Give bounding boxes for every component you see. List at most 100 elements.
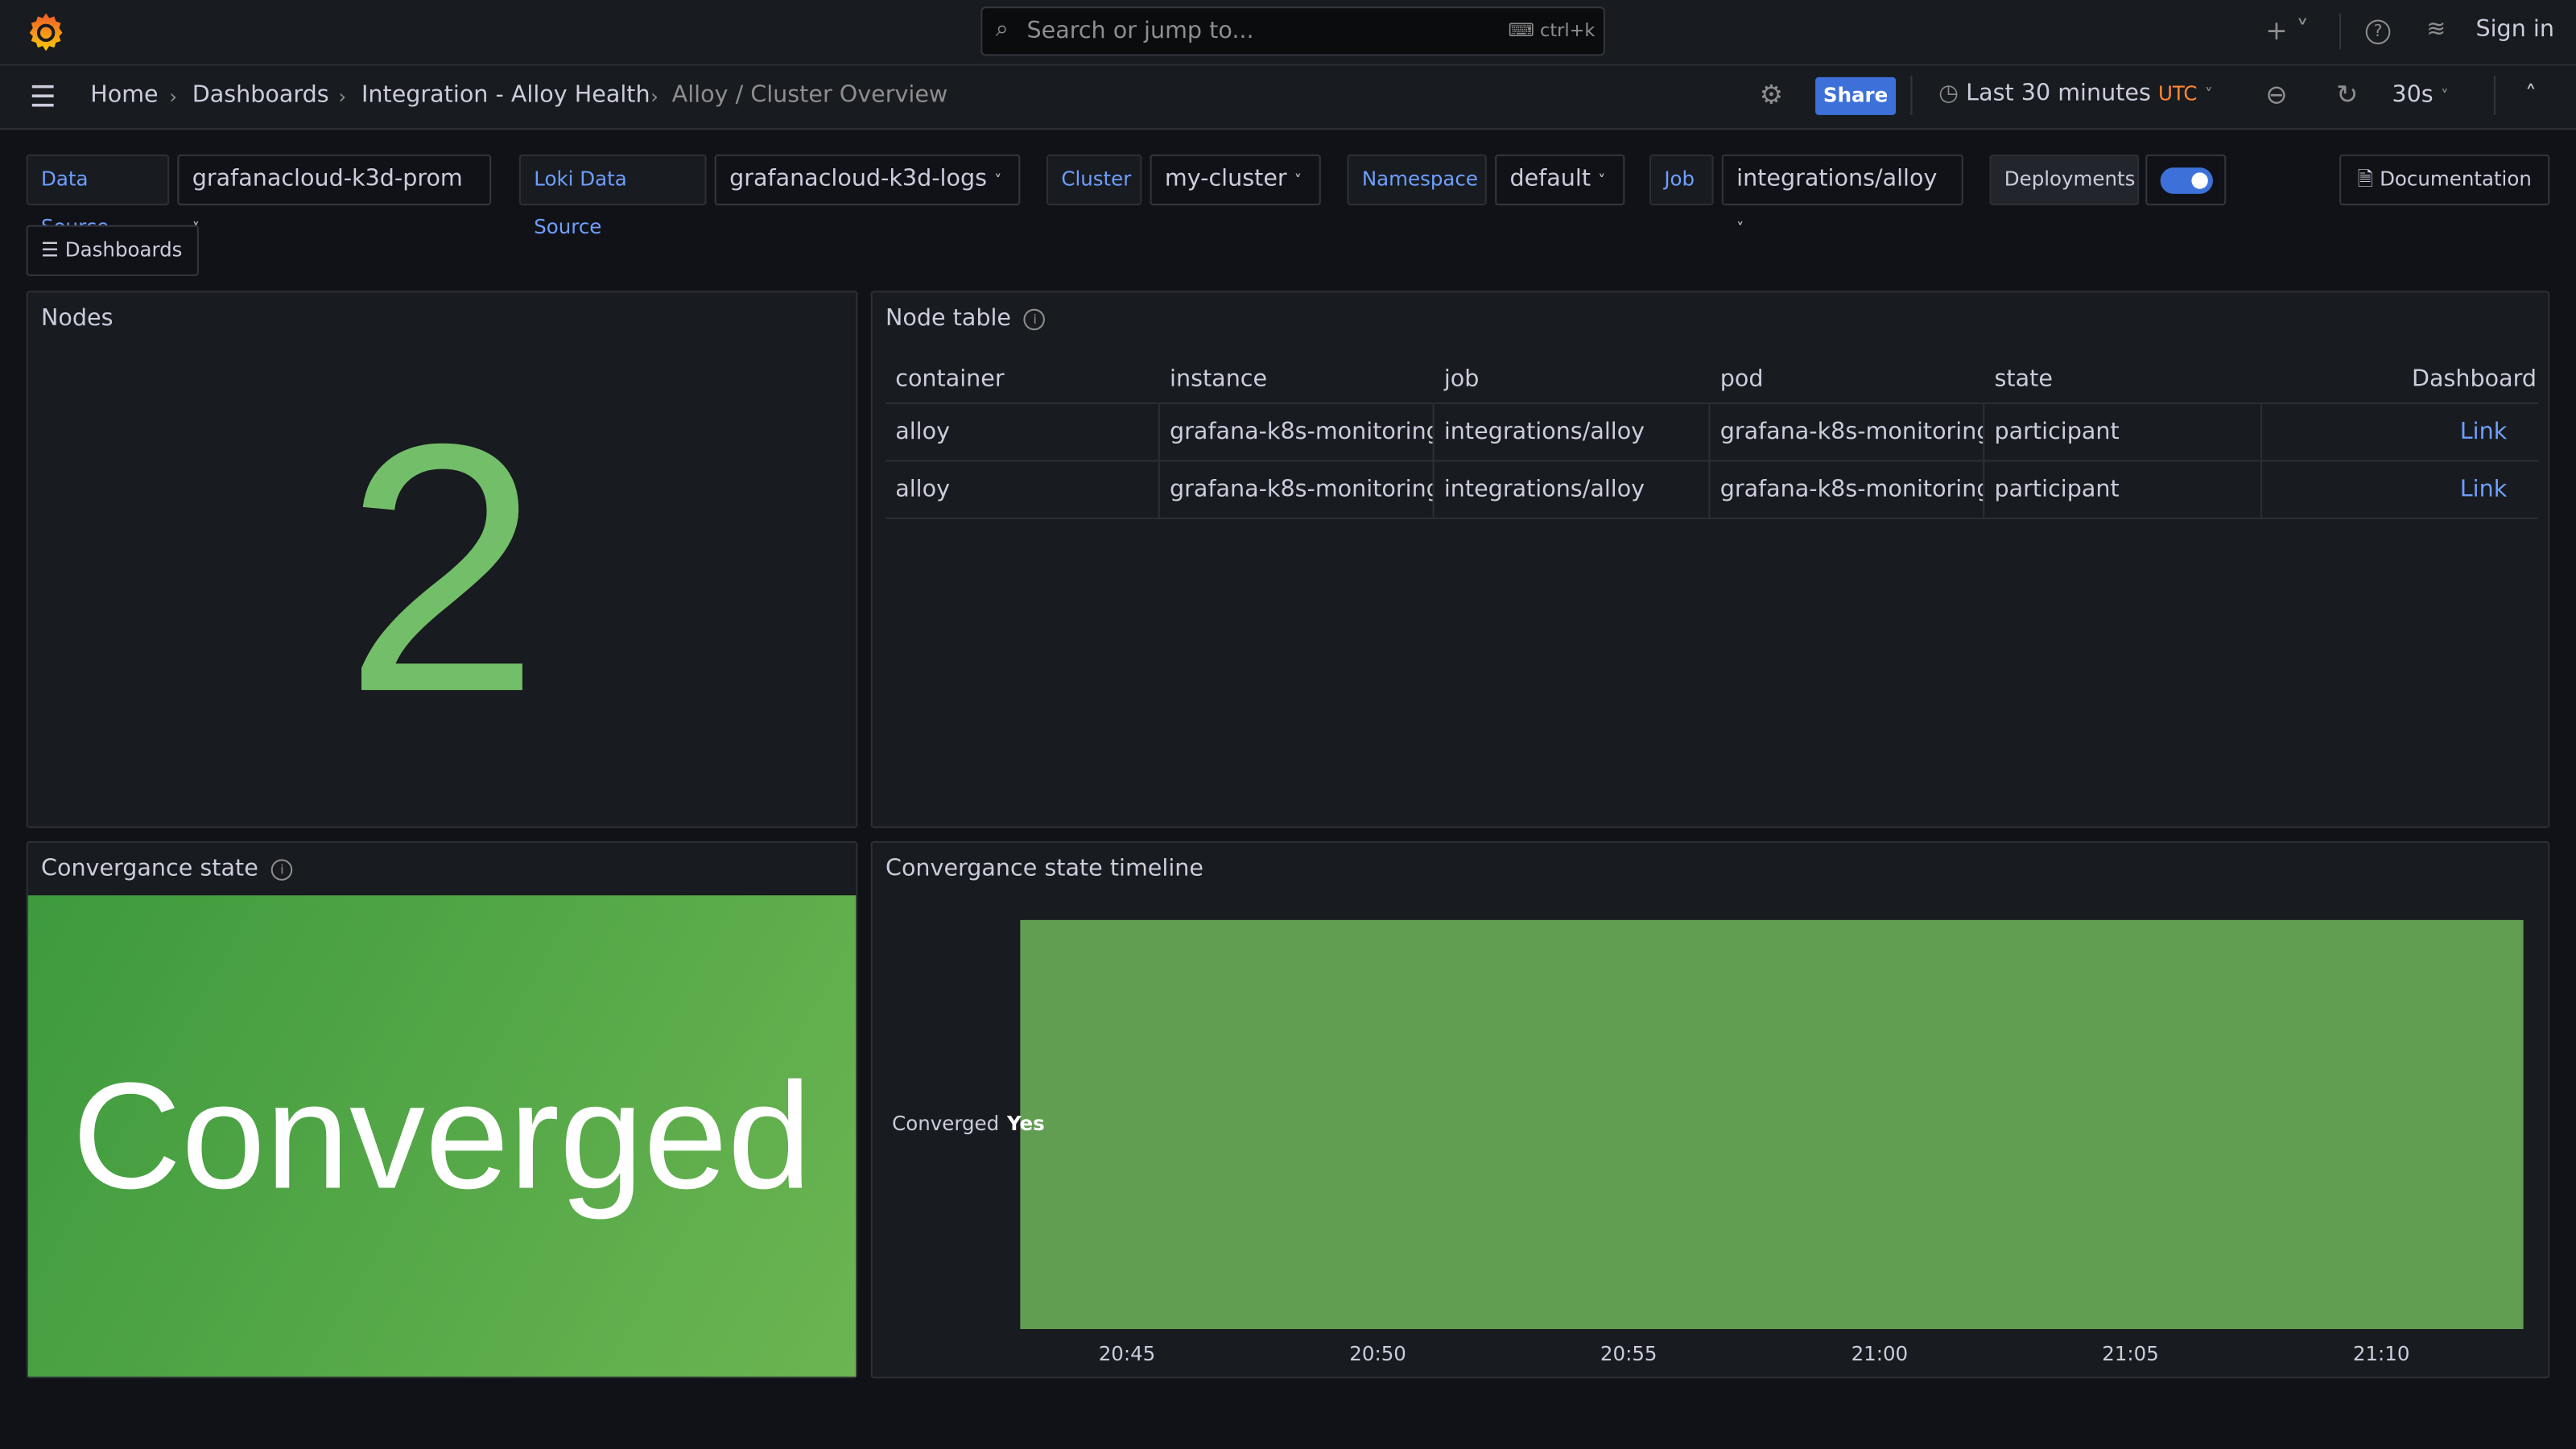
- timeline-state-bar[interactable]: Yes: [1007, 919, 2524, 1330]
- share-button[interactable]: Share: [1815, 76, 1897, 115]
- variable-label-cluster: Cluster: [1046, 154, 1142, 206]
- select-value: grafanacloud-k3d-prom: [192, 166, 463, 192]
- convergence-state-panel: Convergance state i Converged: [26, 840, 858, 1379]
- info-icon[interactable]: i: [1024, 308, 1046, 331]
- documentation-link[interactable]: 🗎 Documentation: [2339, 154, 2550, 206]
- timezone-label: UTC: [2157, 82, 2198, 105]
- breadcrumb-separator: ›: [338, 85, 347, 109]
- dashboards-link-button[interactable]: ☰ Dashboards: [26, 225, 199, 276]
- sign-in-link[interactable]: Sign in: [2475, 16, 2554, 43]
- table-cell: integrations/alloy: [1443, 419, 1645, 446]
- search-icon: ⌕: [995, 16, 1009, 43]
- panel-title: Convergance state timeline: [885, 856, 1203, 882]
- cell-divider: [1432, 404, 1435, 460]
- table-cell: grafana-k8s-monitoring-: [1170, 419, 1433, 446]
- deployments-toggle[interactable]: [2145, 154, 2227, 206]
- select-value: integrations/alloy: [1736, 166, 1938, 192]
- table-cell: participant: [1994, 476, 2120, 503]
- chevron-down-icon: ˅: [994, 174, 1002, 191]
- table-cell: grafana-k8s-monitoring-: [1170, 476, 1433, 503]
- header-divider: [885, 402, 2539, 405]
- divider: [1910, 75, 1913, 115]
- time-range-label: Last 30 minutes: [1966, 80, 2151, 107]
- x-tick-label: 20:45: [1098, 1342, 1156, 1365]
- table-row: [885, 461, 2539, 519]
- data-source-select[interactable]: grafanacloud-k3d-prom ˅: [177, 154, 492, 238]
- keyboard-shortcut: ⌨ ctrl+k: [1508, 19, 1596, 42]
- breadcrumb-home[interactable]: Home: [90, 82, 159, 109]
- clock-icon: ◷: [1938, 80, 1959, 107]
- documentation-label: Documentation: [2380, 167, 2532, 191]
- time-range-picker[interactable]: ◷ Last 30 minutes UTC ˅: [1938, 80, 2213, 107]
- convergence-timeline-panel: Convergance state timeline Converged Yes…: [870, 840, 2550, 1379]
- variable-label-loki-data-source: Loki Data Source: [518, 154, 707, 238]
- chevron-down-icon: ˅: [1294, 174, 1302, 191]
- column-header-dashboard[interactable]: Dashboard: [2411, 366, 2537, 393]
- panel-title: Convergance state i: [41, 856, 293, 882]
- breadcrumb-separator: ›: [650, 85, 658, 109]
- dashboard-link[interactable]: Link: [2459, 419, 2508, 446]
- add-menu-button[interactable]: + ˅: [2265, 14, 2310, 47]
- collapse-chevron-up-icon[interactable]: ˄: [2524, 82, 2537, 109]
- breadcrumb-separator: ›: [169, 85, 178, 109]
- loki-data-source-select[interactable]: grafanacloud-k3d-logs ˅: [714, 154, 1021, 206]
- cell-divider: [2260, 404, 2263, 460]
- refresh-icon[interactable]: ↻: [2336, 78, 2359, 110]
- column-header-pod[interactable]: pod: [1719, 366, 1764, 393]
- document-icon: 🗎: [2357, 167, 2374, 191]
- column-header-container[interactable]: container: [895, 366, 1005, 393]
- deployments-label: Deployments: [1989, 154, 2140, 206]
- panel-title: Node table i: [886, 306, 1046, 332]
- zoom-out-icon[interactable]: ⊖: [2265, 78, 2288, 110]
- x-tick-label: 20:55: [1600, 1342, 1657, 1365]
- cell-divider: [1432, 461, 1435, 518]
- panel-title: Nodes: [41, 305, 114, 332]
- settings-gear-icon[interactable]: ⚙: [1759, 78, 1783, 110]
- table-cell: participant: [1994, 419, 2120, 446]
- cluster-select[interactable]: my-cluster ˅: [1150, 154, 1321, 206]
- rss-news-icon[interactable]: ≋: [2426, 16, 2446, 43]
- refresh-interval-picker[interactable]: 30s ˅: [2392, 82, 2449, 109]
- nav-bar: [0, 65, 2576, 130]
- column-header-instance[interactable]: instance: [1170, 366, 1268, 393]
- info-icon[interactable]: i: [271, 859, 293, 881]
- column-header-job[interactable]: job: [1443, 366, 1480, 393]
- variable-label-data-source: Data Source: [26, 154, 170, 238]
- select-value: default: [1509, 166, 1591, 192]
- menu-icon[interactable]: ☰: [29, 80, 56, 115]
- job-select[interactable]: integrations/alloy ˅: [1721, 154, 1963, 238]
- column-header-state[interactable]: state: [1994, 366, 2053, 393]
- search-input[interactable]: ⌕ Search or jump to... ⌨ ctrl+k: [980, 6, 1605, 56]
- x-tick-label: 21:00: [1851, 1342, 1909, 1365]
- table-cell: alloy: [895, 419, 951, 446]
- search-placeholder: Search or jump to...: [1026, 18, 1254, 45]
- convergence-stat-background: Converged: [27, 895, 857, 1377]
- cell-divider: [1983, 404, 1985, 460]
- table-cell: integrations/alloy: [1443, 476, 1645, 503]
- help-icon[interactable]: ?: [2365, 19, 2391, 45]
- chevron-down-icon: ˅: [1598, 174, 1606, 191]
- dashboard-link[interactable]: Link: [2459, 476, 2508, 503]
- panel-title-text: Node table: [885, 305, 1012, 332]
- cell-divider: [1158, 461, 1160, 518]
- cell-divider: [1158, 404, 1160, 460]
- table-cell: grafana-k8s-monitoring-: [1719, 419, 1984, 446]
- select-value: grafanacloud-k3d-logs: [729, 166, 987, 192]
- list-icon: ☰: [41, 237, 59, 262]
- panel-title-text: Convergance state: [41, 856, 258, 882]
- variable-label-job: Job: [1649, 154, 1714, 206]
- namespace-select[interactable]: default ˅: [1495, 154, 1625, 206]
- breadcrumb-folder[interactable]: Integration - Alloy Health: [361, 82, 650, 109]
- breadcrumb-dashboards[interactable]: Dashboards: [192, 82, 329, 109]
- grafana-logo-icon[interactable]: [27, 11, 66, 54]
- timeline-value-label: Yes: [1007, 1112, 1045, 1136]
- refresh-interval: 30s: [2392, 82, 2434, 109]
- chevron-down-icon: ˅: [2204, 87, 2213, 105]
- nodes-panel: Nodes 2: [26, 291, 858, 828]
- divider: [2493, 75, 2496, 115]
- dashboards-link-label: Dashboards: [64, 237, 183, 262]
- convergence-stat-value: Converged: [72, 1053, 812, 1221]
- x-tick-label: 21:10: [2352, 1342, 2410, 1365]
- divider: [2339, 13, 2342, 50]
- x-tick-label: 20:50: [1349, 1342, 1406, 1365]
